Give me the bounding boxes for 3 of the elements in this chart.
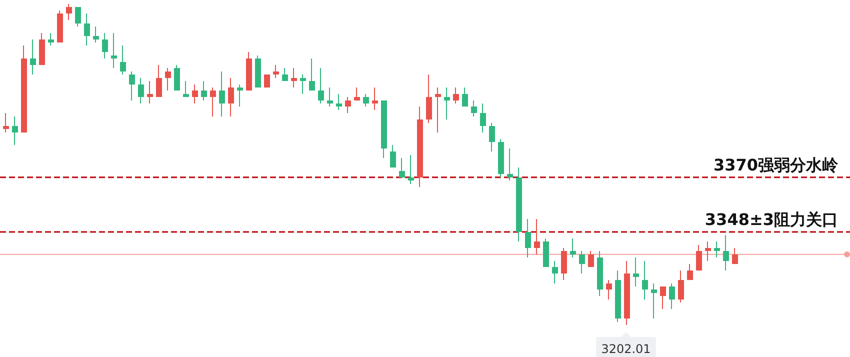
ref-line-label: 3370强弱分水岭 — [713, 155, 839, 174]
ref-line-label: 3348±3阻力关口 — [704, 210, 838, 229]
low-value-label: 3202.01 — [596, 332, 656, 357]
